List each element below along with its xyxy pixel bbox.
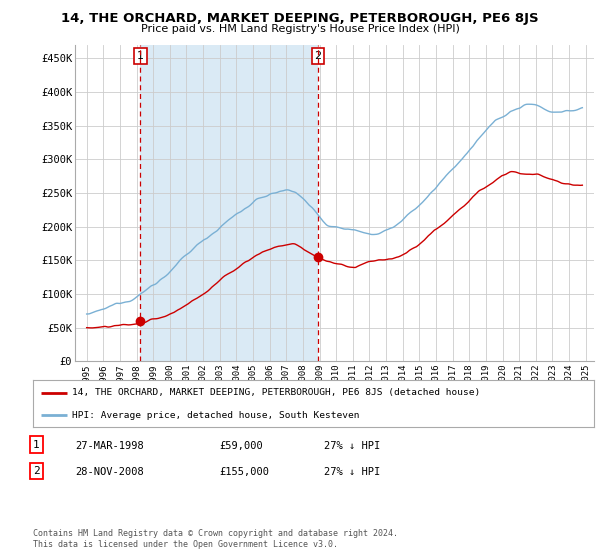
Text: 14, THE ORCHARD, MARKET DEEPING, PETERBOROUGH, PE6 8JS: 14, THE ORCHARD, MARKET DEEPING, PETERBO… <box>61 12 539 25</box>
Text: £59,000: £59,000 <box>219 441 263 451</box>
Text: 27-MAR-1998: 27-MAR-1998 <box>75 441 144 451</box>
Text: £155,000: £155,000 <box>219 467 269 477</box>
Text: HPI: Average price, detached house, South Kesteven: HPI: Average price, detached house, Sout… <box>72 411 360 420</box>
Text: 1: 1 <box>137 52 144 61</box>
Text: 2: 2 <box>314 52 322 61</box>
Text: 2: 2 <box>33 466 40 476</box>
Text: 1: 1 <box>33 440 40 450</box>
Text: 28-NOV-2008: 28-NOV-2008 <box>75 467 144 477</box>
Text: 27% ↓ HPI: 27% ↓ HPI <box>324 467 380 477</box>
Text: Price paid vs. HM Land Registry's House Price Index (HPI): Price paid vs. HM Land Registry's House … <box>140 24 460 34</box>
Bar <box>140 45 318 361</box>
Text: Contains HM Land Registry data © Crown copyright and database right 2024.
This d: Contains HM Land Registry data © Crown c… <box>33 529 398 549</box>
Text: 14, THE ORCHARD, MARKET DEEPING, PETERBOROUGH, PE6 8JS (detached house): 14, THE ORCHARD, MARKET DEEPING, PETERBO… <box>72 388 481 397</box>
Text: 27% ↓ HPI: 27% ↓ HPI <box>324 441 380 451</box>
